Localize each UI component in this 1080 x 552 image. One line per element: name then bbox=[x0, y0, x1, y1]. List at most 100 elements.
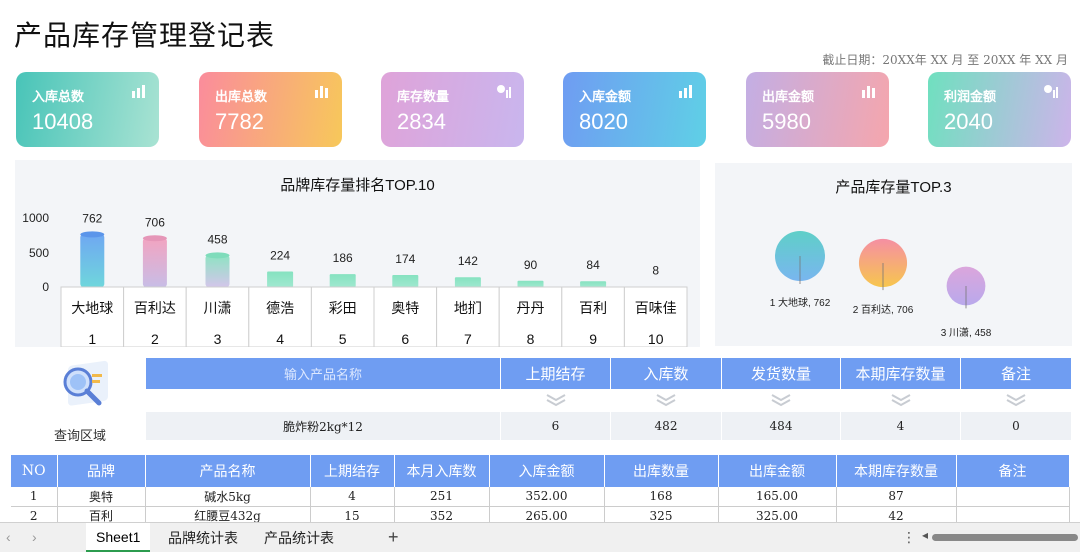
kpi-value: 7782 bbox=[215, 109, 264, 134]
column-header[interactable]: 本月入库数 bbox=[394, 455, 490, 487]
kpi-card-inbound-total: 入库总数 10408 bbox=[16, 72, 159, 147]
y-tick-label: 1000 bbox=[22, 211, 49, 225]
sheet-tab-bar: ‹ › Sheet1 品牌统计表 产品统计表 + ⋮ ◂ bbox=[0, 522, 1080, 552]
table-cell[interactable]: 奥特 bbox=[57, 487, 146, 507]
table-cell[interactable]: 352 bbox=[394, 506, 490, 526]
scroll-left-button[interactable]: ◂ bbox=[922, 528, 929, 542]
bar-data-label: 458 bbox=[207, 232, 227, 246]
table-cell[interactable]: 265.00 bbox=[489, 506, 605, 526]
kpi-label: 利润金额 bbox=[944, 89, 997, 104]
bar bbox=[267, 271, 294, 287]
prev-sheet-button[interactable]: ‹ bbox=[6, 529, 11, 545]
kpi-label: 出库总数 bbox=[215, 89, 268, 104]
category-label: 川潇 bbox=[204, 300, 232, 316]
horizontal-scrollbar[interactable] bbox=[932, 534, 1078, 541]
column-header[interactable]: 入库金额 bbox=[489, 455, 605, 487]
bar bbox=[205, 255, 230, 287]
table-cell[interactable]: 红腰豆432g bbox=[145, 506, 311, 526]
chart-title: 品牌库存量排名TOP.10 bbox=[280, 177, 435, 194]
bar-data-label: 8 bbox=[652, 263, 659, 277]
bar-data-label: 142 bbox=[458, 254, 478, 268]
bar-chart-svg: 0 500 1000 762 大地球 1 706 百利达 2 458 川潇 3 224 德浩 4 186 彩田 5… bbox=[22, 211, 688, 347]
column-header[interactable]: 出库数量 bbox=[604, 455, 719, 487]
kpi-label: 出库金额 bbox=[762, 89, 815, 104]
rank-label: 6 bbox=[401, 331, 409, 347]
next-sheet-button[interactable]: › bbox=[32, 529, 37, 545]
table-cell[interactable]: 4 bbox=[310, 487, 395, 507]
pie-chart-icon bbox=[497, 85, 511, 98]
rank-label: 9 bbox=[589, 331, 597, 347]
bubble-label: 2 百利达, 706 bbox=[853, 304, 914, 316]
more-icon[interactable]: ⋮ bbox=[902, 529, 916, 545]
query-value-current-stock: 4 bbox=[841, 412, 960, 440]
query-value-product-name-input[interactable]: 脆炸粉2kg*12 bbox=[146, 412, 500, 440]
rank-label: 2 bbox=[151, 331, 159, 347]
table-cell[interactable]: 168 bbox=[604, 487, 719, 507]
table-cell[interactable]: 87 bbox=[836, 487, 957, 507]
bar bbox=[329, 274, 356, 287]
category-label: 丹丹 bbox=[517, 300, 545, 316]
category-cell bbox=[498, 286, 563, 347]
bar bbox=[80, 234, 105, 287]
category-cell bbox=[623, 286, 688, 347]
category-label: 百味佳 bbox=[635, 300, 677, 316]
column-header[interactable]: 产品名称 bbox=[145, 455, 311, 487]
bar-cap bbox=[142, 235, 167, 242]
column-header[interactable]: 品牌 bbox=[57, 455, 146, 487]
kpi-label: 入库总数 bbox=[32, 89, 85, 104]
tab-sheet1[interactable]: Sheet1 bbox=[86, 523, 151, 552]
kpi-card-outbound-amount: 出库金额 5980 bbox=[746, 72, 889, 147]
bar bbox=[142, 238, 167, 287]
tab-product-stats[interactable]: 产品统计表 bbox=[264, 529, 334, 546]
rank-label: 10 bbox=[648, 331, 664, 347]
query-label: 查询区域 bbox=[53, 429, 106, 444]
chevron-down-icon bbox=[501, 393, 610, 407]
rank-label: 1 bbox=[88, 331, 96, 347]
category-cell bbox=[185, 286, 250, 347]
query-header-product-name-input[interactable]: 输入产品名称 bbox=[146, 358, 500, 389]
bar bbox=[454, 277, 481, 287]
chart-title: 产品库存量TOP.3 bbox=[835, 179, 952, 196]
pie-chart-icon bbox=[1044, 85, 1058, 98]
query-area: 查询区域 bbox=[14, 354, 146, 444]
brand-stock-chart: 品牌库存量排名TOP.10 0 500 1000 762 大地球 1 706 百利达 2 458 川… bbox=[15, 160, 700, 347]
bar bbox=[392, 274, 419, 287]
add-sheet-button[interactable]: + bbox=[388, 527, 399, 547]
top3-chart: 产品库存量TOP.3 1 大地球, 762 2 百利达, 706 3 川潇, 458 bbox=[715, 163, 1072, 346]
bar bbox=[517, 280, 544, 287]
table-cell[interactable]: 百利 bbox=[57, 506, 146, 526]
category-label: 德浩 bbox=[266, 300, 294, 316]
tab-brand-stats[interactable]: 品牌统计表 bbox=[168, 529, 238, 546]
bar-chart-icon bbox=[132, 85, 145, 98]
top3-chart-svg: 1 大地球, 762 2 百利达, 706 3 川潇, 458 bbox=[770, 231, 992, 339]
category-cell bbox=[436, 286, 500, 347]
y-tick-label: 0 bbox=[42, 280, 49, 294]
column-header[interactable]: 备注 bbox=[956, 455, 1070, 487]
kpi-card-inbound-amount: 入库金额 8020 bbox=[563, 72, 706, 147]
column-header[interactable]: 本期库存数量 bbox=[836, 455, 957, 487]
bar-data-label: 84 bbox=[586, 258, 600, 272]
query-header-remark: 备注 bbox=[961, 358, 1071, 389]
query-header-current-stock: 本期库存数量 bbox=[841, 358, 960, 389]
table-cell[interactable] bbox=[956, 487, 1070, 507]
page-title: 产品库存管理登记表 bbox=[14, 19, 276, 52]
rank-label: 8 bbox=[527, 331, 535, 347]
table-cell[interactable]: 165.00 bbox=[718, 487, 837, 507]
bar-data-label: 90 bbox=[524, 258, 538, 272]
column-header[interactable]: 出库金额 bbox=[718, 455, 837, 487]
rank-label: 5 bbox=[339, 331, 347, 347]
bubble-label: 1 大地球, 762 bbox=[770, 296, 831, 309]
table-cell[interactable]: 碱水5kg bbox=[145, 487, 311, 507]
category-cell bbox=[310, 286, 375, 347]
category-cell bbox=[248, 286, 312, 347]
kpi-value: 8020 bbox=[579, 109, 628, 134]
query-value-inbound-qty: 482 bbox=[611, 412, 721, 440]
table-cell[interactable]: 1 bbox=[11, 487, 58, 507]
bubble-label: 3 川潇, 458 bbox=[941, 326, 992, 339]
table-cell[interactable]: 352.00 bbox=[489, 487, 605, 507]
bar-data-label: 224 bbox=[270, 249, 290, 263]
query-header-prev-balance: 上期结存 bbox=[501, 358, 610, 389]
table-cell[interactable]: 251 bbox=[394, 487, 490, 507]
column-header[interactable]: 上期结存 bbox=[310, 455, 395, 487]
column-header[interactable]: NO bbox=[11, 455, 58, 487]
